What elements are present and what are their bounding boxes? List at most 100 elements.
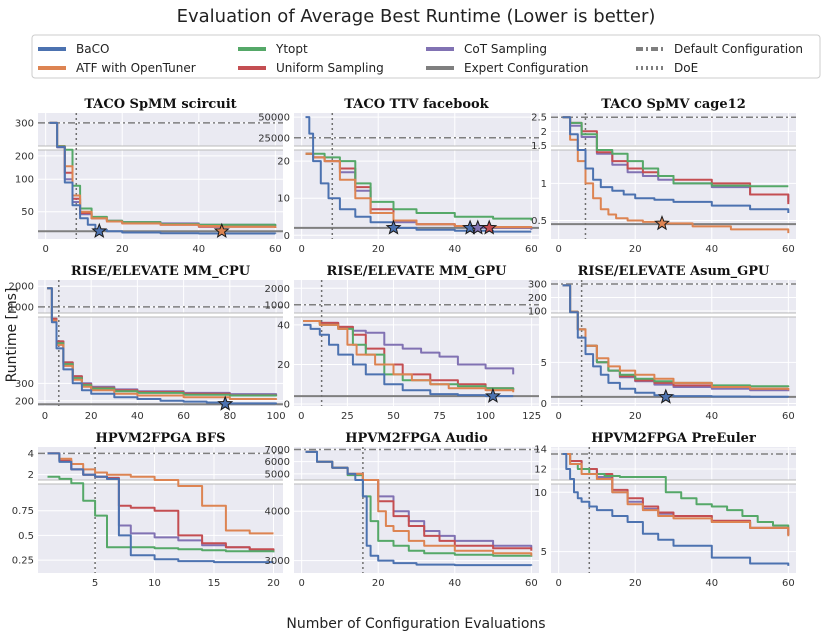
panel-taco-spmm-scircuit: TACO SpMM scircuit 0 20 40 60 200 300 50 100 (15, 97, 283, 255)
y-tick-label: 0 (284, 231, 290, 242)
panel-title: TACO SpMV cage12 (601, 97, 746, 112)
y-tick-label: 40 (277, 320, 290, 331)
y-tick-label: 5 (541, 358, 547, 369)
y-tick-label: 300 (15, 379, 34, 390)
series-line-baco (562, 116, 790, 213)
series-line-atf-with-opentuner (303, 320, 515, 393)
x-tick-label: 20 (629, 578, 642, 589)
lower-plot-area (294, 150, 539, 239)
legend-label: DoE (674, 61, 698, 75)
x-tick-label: 60 (782, 411, 795, 422)
panel-rise-elevate-mm-cpu: RISE/ELEVATE MM_CPU 0 20 40 60 80 100 1000 2000 2… (9, 264, 286, 422)
series-line-baco (305, 116, 532, 233)
series-line-atf-with-opentuner (562, 116, 790, 234)
y-tick-label: 300 (15, 118, 34, 129)
y-tick-label: 300 (528, 280, 547, 291)
y-tick-label: 50000 (258, 113, 290, 124)
x-tick-label: 20 (629, 411, 642, 422)
x-tick-label: 60 (782, 578, 795, 589)
panel-title: HPVM2FPGA Audio (345, 431, 488, 446)
x-tick-label: 75 (433, 411, 446, 422)
y-tick-label: 1000 (9, 302, 34, 313)
x-tick-label: 40 (705, 244, 718, 255)
y-tick-label: 4000 (265, 507, 290, 518)
series-line-baco (305, 450, 533, 567)
x-tick-label: 20 (372, 244, 385, 255)
legend-label: Expert Configuration (464, 61, 589, 75)
y-tick-label: 2 (28, 470, 34, 481)
legend-item-cot-sampling: CoT Sampling (426, 42, 547, 56)
x-tick-label: 60 (269, 244, 282, 255)
y-tick-label: 0 (541, 399, 547, 410)
x-tick-label: 125 (522, 411, 541, 422)
x-tick-label: 0 (555, 411, 561, 422)
y-tick-label: 0.75 (12, 506, 34, 517)
y-tick-label: 14 (534, 445, 547, 456)
y-tick-label: 100 (528, 306, 547, 317)
y-tick-label: 0.5 (531, 216, 547, 227)
legend-item-baco: BaCO (38, 42, 109, 56)
x-tick-label: 40 (192, 244, 205, 255)
y-tick-label: 200 (15, 151, 34, 162)
x-tick-label: 60 (525, 244, 538, 255)
x-axis-label: Number of Configuration Evaluations (286, 616, 545, 632)
upper-plot-area (551, 447, 796, 480)
legend-item-doe: DoE (636, 61, 698, 75)
x-tick-label: 40 (448, 578, 461, 589)
x-tick-label: 10 (148, 578, 161, 589)
legend-label: BaCO (76, 42, 109, 56)
legend-label: Ytopt (275, 42, 308, 56)
y-tick-label: 5000 (265, 469, 290, 480)
lower-plot-area (294, 317, 539, 406)
x-tick-label: 60 (782, 244, 795, 255)
series-line-ytopt (305, 152, 533, 221)
panel-title: RISE/ELEVATE Asum_GPU (578, 264, 770, 279)
best-point-star (657, 388, 674, 404)
series-line-baco (303, 323, 514, 398)
upper-plot-area (551, 280, 796, 313)
y-tick-label: 5 (541, 547, 547, 558)
panel-hpvm2fpga-preeuler: HPVM2FPGA PreEuler 0 20 40 60 12 14 5 10 (534, 431, 796, 589)
y-tick-label: 1000 (265, 300, 290, 311)
lower-plot-area (38, 484, 283, 573)
y-tick-label: 2000 (9, 282, 34, 293)
y-tick-label: 6000 (265, 457, 290, 468)
series-line-baco (562, 453, 790, 566)
legend-item-atf-with-opentuner: ATF with OpenTuner (38, 61, 196, 75)
y-tick-label: 3000 (265, 556, 290, 567)
x-tick-label: 80 (223, 411, 236, 422)
y-tick-label: 0 (284, 400, 290, 411)
x-tick-label: 60 (525, 578, 538, 589)
y-tick-label: 25000 (258, 133, 290, 144)
series-line-baco (49, 121, 277, 235)
panel-title: TACO TTV facebook (344, 97, 489, 112)
figure-title: Evaluation of Average Best Runtime (Lowe… (177, 6, 656, 27)
series-line-ytopt (562, 453, 790, 528)
x-tick-label: 0 (42, 244, 48, 255)
series-line-baco (562, 284, 790, 398)
panel-taco-ttv-facebook: TACO TTV facebook 0 20 40 60 25000 50000 0 10 20 (258, 97, 539, 255)
series-line-ytopt (562, 116, 789, 188)
y-tick-label: 0.25 (12, 556, 34, 567)
legend-label: Uniform Sampling (276, 61, 384, 75)
y-tick-label: 1 (541, 179, 547, 190)
y-tick-label: 4 (28, 449, 34, 460)
x-tick-label: 50 (387, 411, 400, 422)
best-point-star (217, 395, 234, 411)
x-tick-label: 5 (92, 578, 98, 589)
x-tick-label: 100 (267, 411, 286, 422)
best-point-star (484, 387, 501, 403)
panel-title: HPVM2FPGA PreEuler (591, 431, 756, 446)
x-tick-label: 100 (476, 411, 495, 422)
x-tick-label: 20 (629, 244, 642, 255)
legend-label: ATF with OpenTuner (76, 61, 196, 75)
x-tick-label: 20 (116, 244, 129, 255)
y-tick-label: 100 (15, 175, 34, 186)
panel-title: RISE/ELEVATE MM_CPU (71, 264, 251, 279)
legend-item-expert-configuration: Expert Configuration (426, 61, 589, 75)
series-line-atf-with-opentuner (562, 453, 790, 537)
panel-title: RISE/ELEVATE MM_GPU (327, 264, 508, 279)
x-tick-label: 0 (298, 578, 304, 589)
